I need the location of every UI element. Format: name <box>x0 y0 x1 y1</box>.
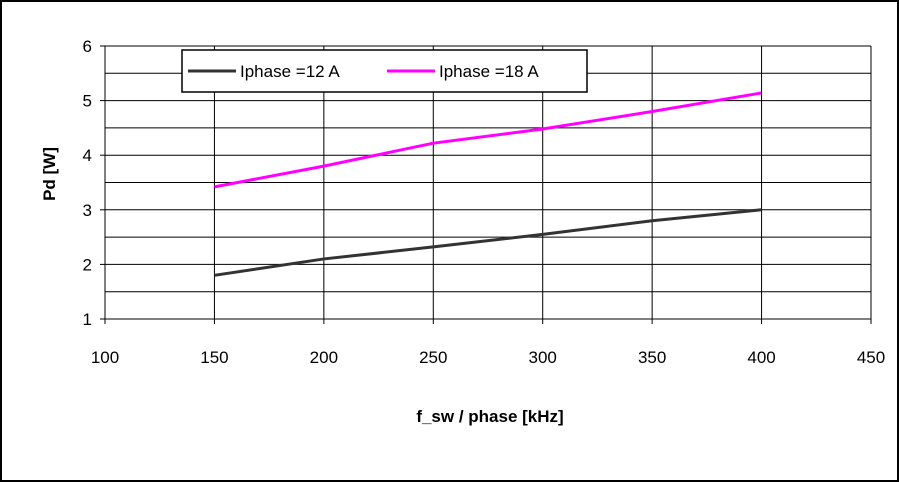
x-tick-label: 250 <box>419 348 447 367</box>
x-axis-title: f_sw / phase [kHz] <box>416 407 563 426</box>
x-tick-label: 450 <box>857 348 885 367</box>
x-tick-label: 350 <box>638 348 666 367</box>
legend-box <box>181 49 588 93</box>
y-tick-label: 1 <box>83 310 92 329</box>
series-line <box>214 208 762 277</box>
y-axis-title: Pd [W] <box>40 147 59 201</box>
legend-label: Iphase =12 A <box>240 62 340 81</box>
series-line <box>214 91 762 189</box>
x-tick-label: 200 <box>310 348 338 367</box>
legend-label: Iphase =18 A <box>439 62 539 81</box>
x-tick-label: 400 <box>747 348 775 367</box>
x-tick-label: 100 <box>91 348 119 367</box>
x-tick-label: 150 <box>200 348 228 367</box>
y-tick-label: 2 <box>83 255 92 274</box>
y-tick-label: 4 <box>83 146 92 165</box>
data-series <box>214 91 762 277</box>
y-tick-label: 6 <box>83 37 92 56</box>
axes <box>100 45 872 324</box>
y-tick-label: 5 <box>83 92 92 111</box>
y-tick-label: 3 <box>83 201 92 220</box>
x-tick-label: 300 <box>529 348 557 367</box>
tick-labels: 1 2 3 4 5 6 100 150 200 250 300 350 400 450 <box>83 37 886 367</box>
legend: Iphase =12 A Iphase =18 A <box>181 49 588 93</box>
